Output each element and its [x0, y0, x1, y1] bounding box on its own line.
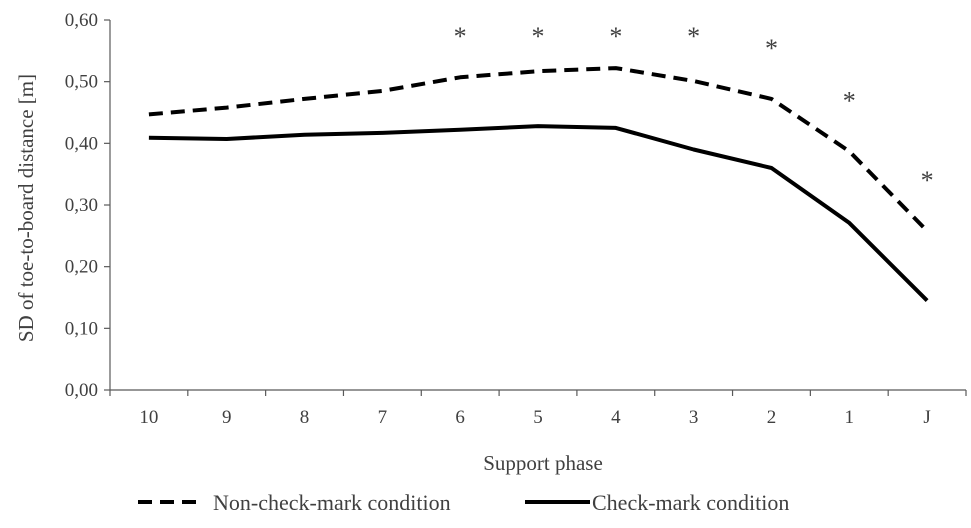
axes	[109, 20, 966, 391]
y-tick-label: 0,20	[65, 257, 98, 278]
series-line-check-mark	[148, 124, 929, 303]
x-tick-label: J	[923, 407, 930, 428]
significance-star: *	[687, 22, 700, 51]
x-tick-label: 4	[611, 407, 621, 428]
series	[148, 66, 929, 303]
y-tick-label: 0,60	[65, 10, 98, 31]
ticks: 0,00 0,10 0,20 0,30 0,40 0,50 0,60 10 9 8 7 6 5 4 3 2 1 J	[65, 10, 967, 428]
x-tick-label: 9	[222, 407, 232, 428]
series-line-non-check-mark	[148, 66, 929, 233]
significance-star: *	[765, 34, 778, 63]
x-tick-label: 10	[139, 407, 158, 428]
significance-star: *	[843, 86, 856, 115]
legend: Non-check-mark condition Check-mark condi…	[138, 490, 789, 515]
legend-label: Check-mark condition	[592, 490, 789, 515]
x-tick-label: 6	[455, 407, 465, 428]
significance-star: *	[921, 166, 934, 195]
y-tick-label: 0,40	[65, 133, 98, 154]
legend-label: Non-check-mark condition	[213, 490, 451, 515]
y-tick-label: 0,30	[65, 195, 98, 216]
y-axis-title: SD of toe-to-board distance [m]	[14, 74, 38, 342]
significance-star: *	[454, 22, 467, 51]
x-tick-label: 8	[300, 407, 310, 428]
x-tick-label: 2	[767, 407, 777, 428]
significance-star: *	[609, 22, 622, 51]
significance-star: *	[532, 22, 545, 51]
y-tick-label: 0,50	[65, 72, 98, 93]
x-tick-label: 1	[845, 407, 855, 428]
y-tick-label: 0,00	[65, 380, 98, 401]
y-tick-label: 0,10	[65, 318, 98, 339]
x-tick-label: 7	[378, 407, 388, 428]
x-tick-label: 3	[689, 407, 699, 428]
x-tick-label: 5	[533, 407, 543, 428]
significance-markers: * * * * * * *	[454, 22, 934, 195]
x-axis-title: Support phase	[483, 451, 603, 475]
